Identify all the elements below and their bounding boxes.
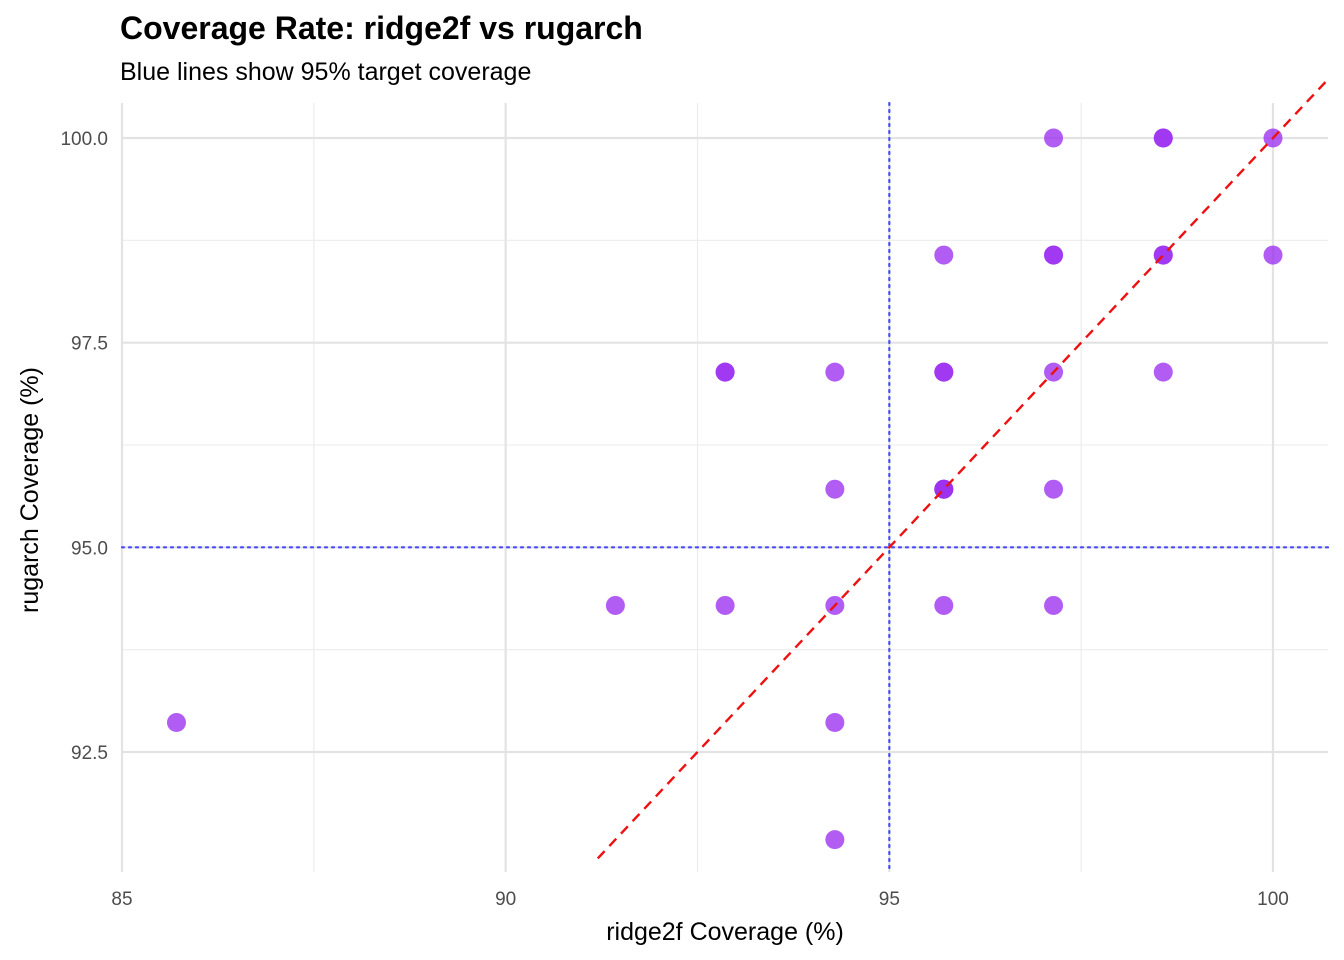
diagonal-line-group (596, 79, 1328, 860)
data-point (934, 245, 954, 265)
data-point (934, 362, 954, 382)
y-tick-label: 100.0 (60, 129, 108, 150)
data-point (715, 362, 735, 382)
y-axis-ticks: 92.5 95.0 97.5 100.0 (60, 129, 108, 764)
data-point (605, 595, 625, 615)
diagonal-line (596, 79, 1328, 860)
data-point (166, 713, 186, 733)
x-axis-title: ridge2f Coverage (%) (606, 918, 844, 946)
data-point (1044, 245, 1064, 265)
x-tick-label: 100 (1257, 889, 1289, 910)
x-tick-label: 85 (111, 889, 132, 910)
data-point (1044, 479, 1064, 499)
data-point (825, 830, 845, 850)
data-point (825, 362, 845, 382)
data-point (825, 479, 845, 499)
data-points (166, 128, 1283, 850)
data-point (934, 595, 954, 615)
y-axis-title: rugarch Coverage (%) (16, 367, 44, 613)
x-axis-ticks: 85 90 95 100 (111, 889, 1288, 910)
data-point (1044, 595, 1064, 615)
chart-title: Coverage Rate: ridge2f vs rugarch (120, 10, 643, 46)
major-gridlines (120, 103, 1328, 872)
minor-gridlines (122, 103, 1328, 872)
data-point (1263, 245, 1283, 265)
data-point (1153, 362, 1173, 382)
data-point (715, 595, 735, 615)
y-tick-label: 97.5 (71, 334, 108, 355)
x-tick-label: 90 (495, 889, 516, 910)
chart-subtitle: Blue lines show 95% target coverage (120, 58, 532, 86)
reference-lines (120, 101, 1330, 874)
data-point (1153, 128, 1173, 148)
y-tick-label: 92.5 (71, 743, 108, 764)
data-point (1044, 128, 1064, 148)
data-point (825, 713, 845, 733)
y-tick-label: 95.0 (71, 538, 108, 559)
x-tick-label: 95 (879, 889, 900, 910)
